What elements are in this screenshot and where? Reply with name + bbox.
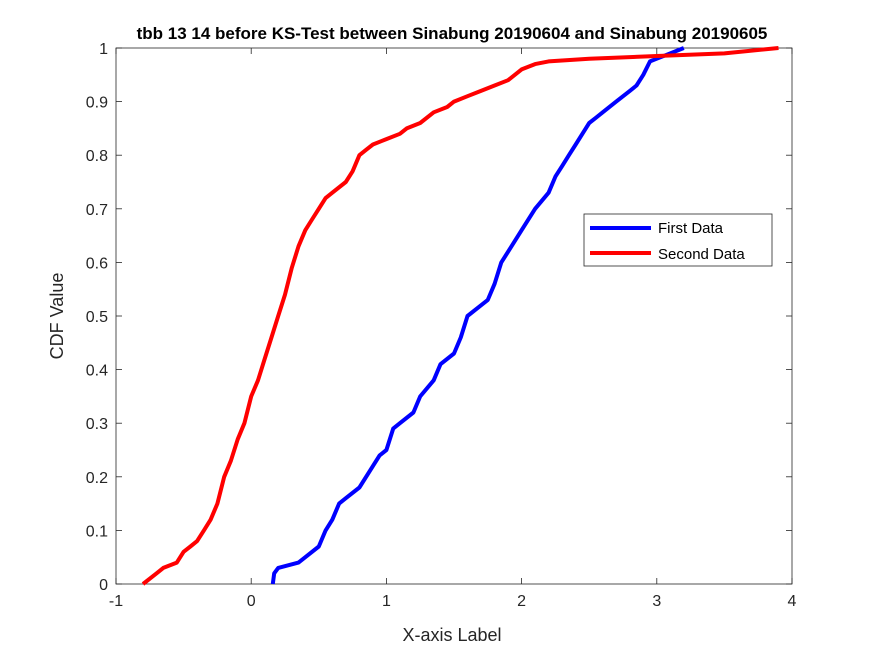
y-tick-label: 0.9 bbox=[86, 95, 108, 112]
legend-box bbox=[583, 213, 773, 267]
y-axis-label: CDF Value bbox=[47, 273, 67, 360]
x-tick-label: 1 bbox=[382, 593, 391, 610]
x-tick-label: 4 bbox=[788, 593, 797, 610]
series-line-second-data bbox=[141, 46, 779, 586]
x-tick-label: 0 bbox=[247, 593, 256, 610]
legend-label-first-data: First Data bbox=[658, 220, 724, 237]
x-axis-ticks: -1 0 1 2 3 4 bbox=[109, 48, 797, 610]
series-layer bbox=[141, 46, 779, 586]
y-tick-label: 0.2 bbox=[86, 470, 108, 487]
y-tick-label: 0.4 bbox=[86, 363, 108, 380]
x-axis-label: X-axis Label bbox=[402, 625, 501, 645]
legend: First Data Second Data bbox=[583, 213, 773, 267]
chart-title: tbb 13 14 before KS-Test between Sinabun… bbox=[137, 24, 768, 43]
axes-frame bbox=[115, 47, 793, 585]
y-axis-ticks: 0 0.1 0.2 0.3 0.4 0.5 0.6 0.7 0.8 0.9 1 bbox=[86, 41, 792, 594]
x-tick-label: 2 bbox=[517, 593, 526, 610]
y-tick-label: 0.8 bbox=[86, 148, 108, 165]
plot-area bbox=[115, 47, 793, 585]
series-line-first-data bbox=[270, 46, 685, 585]
y-tick-label: 0.7 bbox=[86, 202, 108, 219]
y-tick-label: 0.5 bbox=[86, 309, 108, 326]
y-tick-label: 0.3 bbox=[86, 416, 108, 433]
y-tick-label: 0 bbox=[99, 577, 108, 594]
y-tick-label: 0.1 bbox=[86, 523, 108, 540]
y-tick-label: 0.6 bbox=[86, 255, 108, 272]
x-tick-label: 3 bbox=[652, 593, 661, 610]
x-tick-label: -1 bbox=[109, 593, 123, 610]
y-tick-label: 1 bbox=[99, 41, 108, 58]
legend-label-second-data: Second Data bbox=[658, 246, 745, 263]
